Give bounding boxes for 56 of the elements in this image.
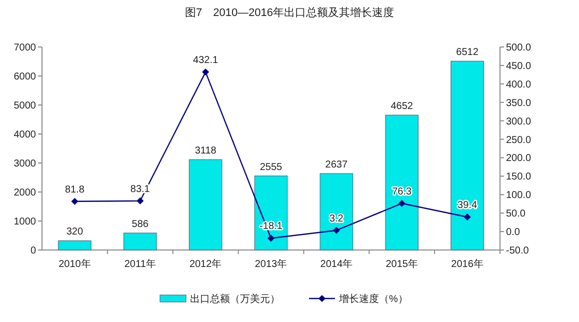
y-tick-label: 4000 — [14, 130, 36, 140]
bar — [450, 60, 484, 250]
data-label: 4652 — [390, 101, 414, 112]
bar — [254, 176, 288, 250]
bar — [58, 240, 92, 250]
y2-tick-label: 0.0 — [506, 227, 520, 238]
bar — [123, 232, 157, 250]
data-label: 2637 — [325, 160, 348, 171]
y2-tick-label: 100.0 — [506, 190, 532, 202]
point — [136, 197, 144, 204]
y-tick-label: 5000 — [14, 100, 36, 112]
y-tick-label: 1000 — [14, 216, 36, 228]
y2-tick-label: 150.0 — [506, 172, 532, 183]
y-tick-label: 0 — [30, 246, 36, 256]
data-label: 586 — [132, 219, 149, 230]
y2-tick-label: -50.0 — [506, 246, 530, 256]
x-tick-label: 2013年 — [254, 258, 288, 270]
point — [268, 234, 274, 242]
y-tick-label: 6000 — [14, 72, 36, 82]
y2-tick-label: 450.0 — [506, 60, 532, 72]
data-label: 320 — [66, 226, 84, 238]
y2-tick-label: 400.0 — [506, 79, 532, 90]
y2-tick-label: 200.0 — [506, 153, 532, 164]
y2-tick-label: 250.0 — [506, 134, 532, 146]
y2-tick-label: 500.0 — [506, 42, 532, 54]
bar — [320, 173, 354, 250]
x-tick-label: 2010年 — [58, 258, 91, 270]
bar — [188, 159, 222, 250]
y2-tick-label: 350.0 — [506, 98, 532, 109]
data-label: 39.4 — [458, 200, 478, 212]
data-label: 3.2 — [329, 213, 344, 224]
data-label: 2555 — [260, 162, 283, 173]
point — [464, 214, 471, 221]
y-tick-label: 2000 — [14, 188, 36, 198]
x-tick-label: 2014年 — [320, 258, 353, 270]
point — [398, 200, 406, 207]
x-tick-label: 2016年 — [451, 258, 484, 270]
bar — [385, 114, 419, 250]
data-label: 81.8 — [64, 184, 85, 196]
data-label: 6512 — [456, 47, 479, 58]
point — [202, 68, 210, 76]
y-tick-label: 3000 — [14, 158, 36, 170]
x-tick-label: 2015年 — [386, 258, 418, 270]
y2-tick-label: 50.0 — [506, 208, 526, 220]
legend-label: 增长速度（%） — [338, 293, 408, 305]
point — [332, 226, 340, 234]
y-tick-label: 7000 — [14, 42, 36, 54]
data-label: 432.1 — [193, 55, 219, 66]
chart-title: 图7 2010—2016年出口总额及其增长速度 — [184, 6, 394, 19]
legend-label: 出口总额（万美元） — [190, 293, 280, 305]
x-tick-label: 2011年 — [124, 258, 156, 270]
x-tick-label: 2012年 — [189, 258, 222, 270]
data-label: 76.3 — [392, 186, 412, 198]
data-label: 3118 — [194, 146, 217, 157]
y2-tick-label: 300.0 — [506, 116, 532, 128]
point — [71, 198, 78, 205]
